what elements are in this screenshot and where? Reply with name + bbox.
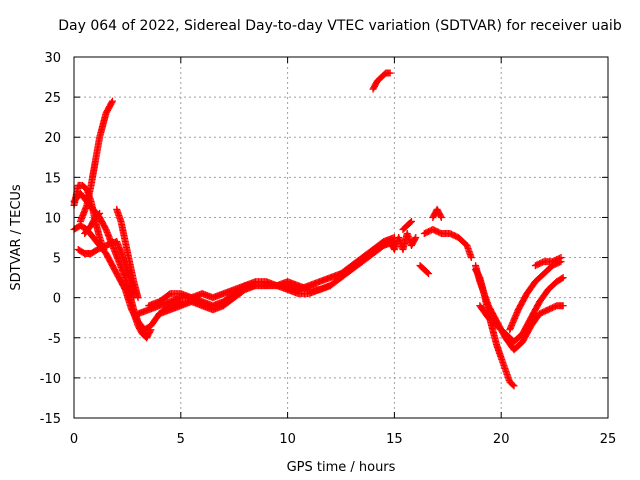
series-track-20	[476, 274, 567, 346]
x-tick-label: 25	[600, 432, 617, 447]
plot-frame	[73, 56, 609, 419]
series-track-14	[399, 217, 415, 233]
y-tick-label: 25	[44, 91, 61, 106]
data-markers	[70, 69, 567, 390]
y-tick-label: 20	[44, 131, 61, 146]
plus-marker	[467, 254, 475, 262]
plus-marker	[425, 270, 433, 278]
series-track-16	[420, 225, 475, 262]
series-track-8	[130, 310, 155, 342]
y-tick-label: 30	[44, 51, 61, 66]
y-tick-label: 0	[53, 292, 61, 307]
y-tick-label: -15	[40, 412, 61, 427]
series-track-4	[76, 97, 116, 225]
x-tick-label: 0	[70, 432, 78, 447]
plus-marker	[108, 98, 116, 106]
plus-marker	[95, 210, 103, 218]
series-track-6	[81, 209, 104, 237]
series-track-22	[531, 254, 565, 270]
series-track-13	[386, 229, 420, 254]
plus-marker	[326, 282, 334, 290]
y-axis-label: SDTVAR / TECUs	[9, 184, 24, 291]
plus-marker	[407, 217, 415, 225]
x-tick-label: 5	[177, 432, 185, 447]
x-axis-label: GPS time / hours	[287, 460, 396, 475]
plus-marker	[134, 294, 142, 302]
plus-marker	[509, 381, 517, 389]
y-tick-label: -10	[40, 372, 61, 387]
plus-marker	[558, 274, 566, 282]
y-tick-label: 5	[53, 252, 61, 267]
plus-marker	[510, 382, 518, 390]
series-track-11	[155, 282, 334, 318]
plus-marker	[556, 254, 564, 262]
plus-marker	[147, 326, 155, 334]
plus-marker	[424, 269, 432, 277]
y-tick-label: -5	[48, 332, 61, 347]
x-tick-label: 15	[386, 432, 403, 447]
series-track-15	[416, 262, 433, 278]
series-track-10	[145, 234, 398, 310]
plus-marker	[437, 212, 445, 220]
chart-title: Day 064 of 2022, Sidereal Day-to-day VTE…	[58, 18, 622, 34]
x-tick-label: 10	[279, 432, 296, 447]
y-tick-label: 10	[44, 211, 61, 226]
series-track-12	[369, 69, 394, 93]
plus-marker	[437, 213, 445, 221]
plus-marker	[96, 209, 104, 217]
series-track-7	[113, 205, 142, 302]
x-tick-label: 20	[493, 432, 510, 447]
y-tick-label: 15	[44, 171, 61, 186]
plus-marker	[411, 235, 419, 243]
axis-ticks: 0 5 10 15 20 25 -15 -10 -5 0 5 10 15 20 25 30	[40, 51, 617, 447]
series-track-17	[429, 205, 445, 221]
plus-marker	[386, 69, 394, 77]
plus-marker	[108, 97, 116, 105]
series-track-19	[472, 262, 567, 354]
plus-marker	[559, 302, 567, 310]
plus-marker	[412, 234, 420, 241]
plus-marker	[146, 327, 154, 335]
plus-marker	[406, 218, 414, 226]
grid-lines	[74, 57, 608, 418]
plus-marker	[557, 254, 565, 262]
plus-marker	[559, 274, 567, 282]
